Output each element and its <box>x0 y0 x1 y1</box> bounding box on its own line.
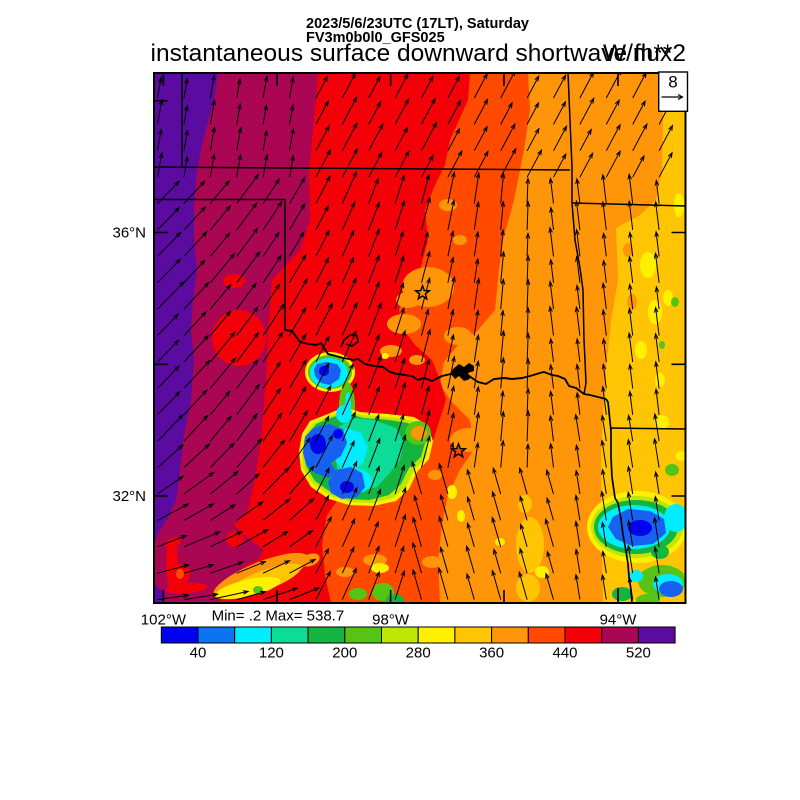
svg-text:520: 520 <box>626 645 651 662</box>
svg-text:98°W: 98°W <box>372 612 410 629</box>
svg-text:W/m**2: W/m**2 <box>603 40 686 67</box>
svg-text:200: 200 <box>332 645 357 662</box>
svg-text:instantaneous surface downward: instantaneous surface downward shortwave… <box>151 40 673 67</box>
svg-text:32°N: 32°N <box>112 488 146 505</box>
svg-text:94°W: 94°W <box>600 612 638 629</box>
svg-text:40: 40 <box>190 645 207 662</box>
svg-text:2023/5/6/23UTC (17LT), Saturda: 2023/5/6/23UTC (17LT), Saturday <box>306 16 529 32</box>
svg-text:8: 8 <box>668 73 677 92</box>
svg-text:36°N: 36°N <box>112 225 146 242</box>
svg-text:102°W: 102°W <box>141 612 187 629</box>
svg-text:280: 280 <box>406 645 431 662</box>
svg-text:120: 120 <box>259 645 284 662</box>
svg-text:Min= .2 Max= 538.7: Min= .2 Max= 538.7 <box>212 608 345 625</box>
svg-text:360: 360 <box>479 645 504 662</box>
svg-text:440: 440 <box>552 645 577 662</box>
svg-text:FV3m0b0l0_GFS025: FV3m0b0l0_GFS025 <box>306 30 445 46</box>
